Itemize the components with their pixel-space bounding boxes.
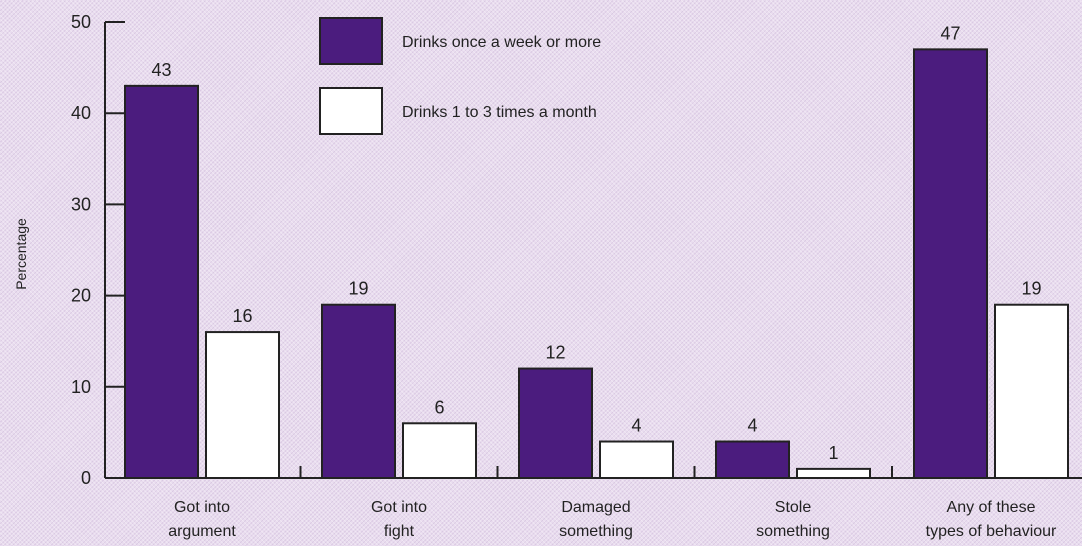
- category-label: Damaged: [561, 499, 630, 516]
- value-label: 12: [545, 343, 565, 363]
- category-label: Any of these: [947, 499, 1036, 516]
- category-label: Stole: [775, 499, 812, 516]
- y-tick-label: 20: [71, 286, 91, 306]
- value-label: 1: [828, 443, 838, 463]
- value-label: 16: [232, 306, 252, 326]
- category-label: something: [756, 523, 830, 540]
- y-tick-label: 0: [81, 468, 91, 488]
- legend: Drinks once a week or more Drinks 1 to 3 …: [319, 17, 601, 135]
- value-label: 4: [747, 416, 757, 436]
- category-labels: Got into argument Got into fight Damaged some…: [168, 499, 1057, 540]
- value-label: 43: [151, 60, 171, 80]
- value-labels: 43 19 12 4 47 16 6 4 1 19: [151, 23, 1041, 463]
- legend-label: Drinks 1 to 3 times a month: [402, 104, 597, 121]
- bar-weekly: [715, 440, 790, 479]
- value-label: 47: [940, 23, 960, 43]
- bar-weekly: [913, 48, 988, 480]
- bar-monthly: [402, 422, 477, 479]
- category-label: something: [559, 523, 633, 540]
- value-label: 19: [348, 279, 368, 299]
- legend-swatch: [319, 87, 383, 135]
- category-label: fight: [384, 523, 415, 540]
- bars: [124, 48, 1069, 480]
- bar-monthly: [599, 440, 674, 479]
- bar-weekly: [124, 84, 199, 479]
- category-label: types of behaviour: [926, 523, 1057, 540]
- y-tick-label: 40: [71, 103, 91, 123]
- bar-monthly: [796, 467, 871, 480]
- category-label: argument: [168, 523, 236, 540]
- bar-monthly: [994, 303, 1069, 479]
- category-label: Got into: [174, 499, 230, 516]
- y-axis: 0 10 20 30 40 50: [71, 12, 125, 488]
- y-tick-label: 50: [71, 12, 91, 32]
- bar-weekly: [518, 367, 593, 479]
- legend-label: Drinks once a week or more: [402, 34, 601, 51]
- y-tick-label: 30: [71, 194, 91, 214]
- value-label: 6: [434, 397, 444, 417]
- bar-monthly: [205, 331, 280, 479]
- legend-swatch: [319, 17, 383, 65]
- value-label: 19: [1021, 279, 1041, 299]
- value-label: 4: [631, 416, 641, 436]
- category-label: Got into: [371, 499, 427, 516]
- y-tick-label: 10: [71, 377, 91, 397]
- y-axis-title: Percentage: [13, 218, 29, 290]
- bar-weekly: [321, 303, 396, 479]
